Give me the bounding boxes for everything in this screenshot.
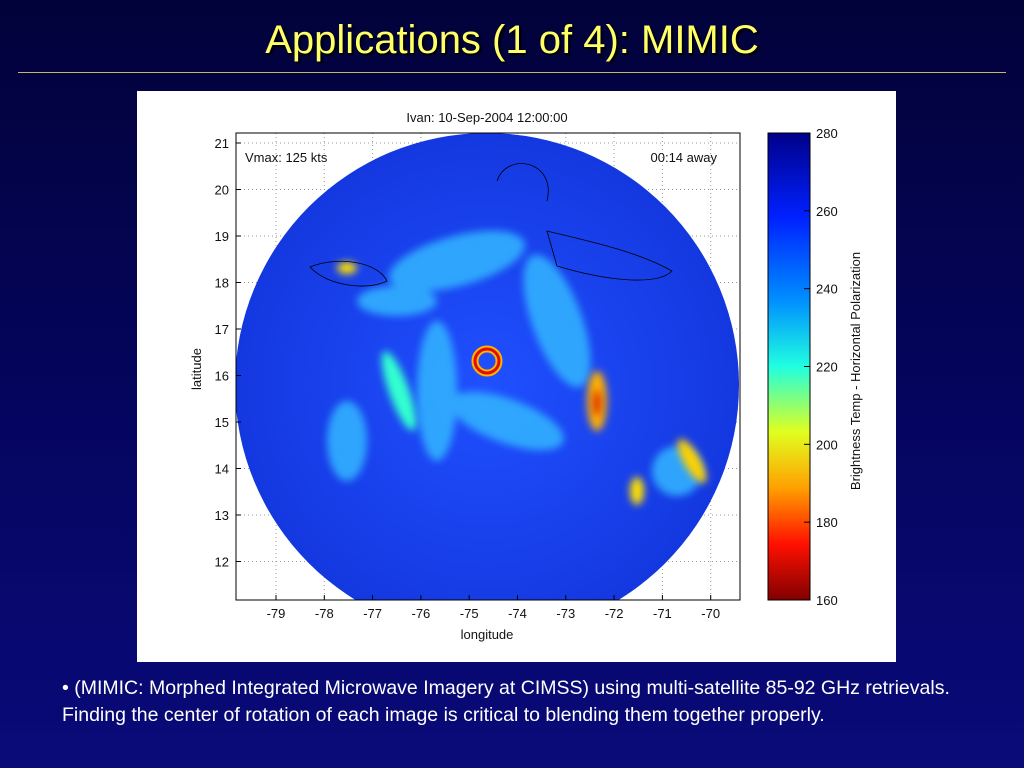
y-tick-label: 17 — [215, 322, 229, 337]
y-axis-label: latitude — [189, 348, 204, 390]
x-tick-label: -71 — [653, 606, 672, 621]
colorbar-tick-label: 240 — [816, 282, 838, 297]
y-tick-label: 16 — [215, 369, 229, 384]
y-tick-label: 19 — [215, 229, 229, 244]
annotation: 00:14 away — [651, 150, 718, 165]
x-tick-label: -78 — [315, 606, 334, 621]
bullet-text: • (MIMIC: Morphed Integrated Microwave I… — [62, 677, 950, 726]
figure: Ivan: 10-Sep-2004 12:00:00 Vmax: 125 kts… — [137, 91, 896, 662]
colorbar-tick-label: 280 — [816, 126, 838, 141]
x-tick-label: -76 — [412, 606, 431, 621]
y-tick-label: 18 — [215, 276, 229, 291]
y-tick-label: 20 — [215, 183, 229, 198]
y-tick-label: 21 — [215, 136, 229, 151]
colorbar-tick-label: 220 — [816, 360, 838, 375]
x-tick-label: -74 — [508, 606, 527, 621]
x-tick-label: -79 — [267, 606, 286, 621]
colorbar — [767, 132, 811, 601]
slide-title: Applications (1 of 4): MIMIC — [265, 18, 759, 62]
colorbar-tick-label: 180 — [816, 515, 838, 530]
y-tick-label: 13 — [215, 508, 229, 523]
x-tick-label: -73 — [556, 606, 575, 621]
colorbar-tick-label: 260 — [816, 204, 838, 219]
x-axis-label: longitude — [461, 627, 514, 642]
y-tick-label: 14 — [215, 462, 229, 477]
y-tick-label: 12 — [215, 555, 229, 570]
axes-frame — [235, 132, 741, 601]
x-tick-label: -75 — [460, 606, 479, 621]
x-tick-label: -72 — [605, 606, 624, 621]
colorbar-label: Brightness Temp - Horizontal Polarizatio… — [848, 252, 863, 490]
y-tick-label: 15 — [215, 415, 229, 430]
title-rule — [18, 72, 1006, 73]
x-tick-label: -70 — [701, 606, 720, 621]
colorbar-tick-label: 160 — [816, 593, 838, 608]
annotation: Vmax: 125 kts — [245, 150, 328, 165]
colorbar-tick-label: 200 — [816, 437, 838, 452]
x-tick-label: -77 — [363, 606, 382, 621]
figure-title: Ivan: 10-Sep-2004 12:00:00 — [406, 110, 567, 125]
microwave-image — [236, 133, 739, 600]
